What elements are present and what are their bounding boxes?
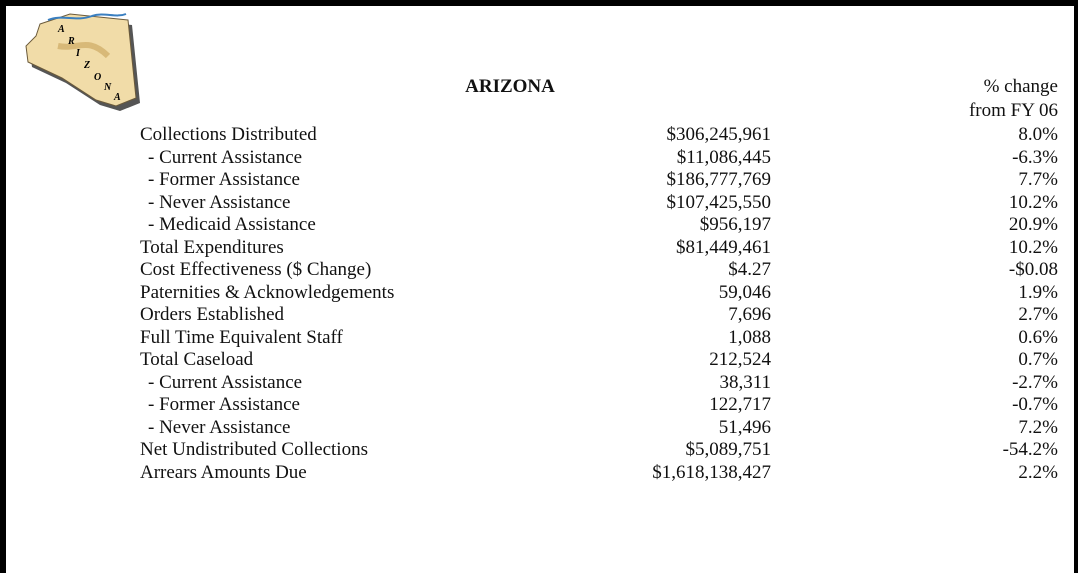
change-header: from FY 06 — [968, 100, 1058, 121]
row-change: 10.2% — [1008, 236, 1058, 258]
row-change: -$0.08 — [1008, 259, 1058, 280]
row-value: $107,425,550 — [666, 191, 772, 213]
row-value: $5,089,751 — [685, 439, 772, 460]
row-change: 0.6% — [1018, 326, 1058, 348]
row-label: Full Time Equivalent Staff — [140, 326, 343, 348]
row-label: - Former Assistance — [148, 169, 300, 190]
row-label: Paternities & Acknowledgements — [140, 281, 395, 303]
row-value: $306,245,961 — [666, 124, 772, 145]
row-change: 7.7% — [1018, 169, 1058, 190]
arizona-map: ARIZONA — [25, 13, 140, 111]
map-letter: A — [113, 92, 121, 103]
row-change: -6.3% — [1012, 146, 1058, 168]
row-change: 2.7% — [1018, 304, 1058, 325]
map-shape — [25, 13, 137, 107]
row-change: 10.2% — [1008, 191, 1058, 213]
row-label: Collections Distributed — [140, 124, 317, 145]
row-value: 51,496 — [718, 416, 771, 438]
map-letter: O — [94, 72, 101, 83]
row-label: - Current Assistance — [148, 146, 303, 168]
row-change: 8.0% — [1018, 124, 1058, 145]
row-label: - Former Assistance — [148, 394, 300, 415]
map-letter: Z — [83, 60, 90, 71]
change-header: % change — [983, 76, 1058, 97]
row-value: 212,524 — [709, 349, 771, 370]
row-label: Total Expenditures — [140, 236, 284, 258]
row-change: -54.2% — [1002, 439, 1058, 460]
row-change: 0.7% — [1018, 349, 1058, 370]
row-change: -2.7% — [1012, 371, 1058, 393]
row-change: 7.2% — [1018, 416, 1058, 438]
row-change: -0.7% — [1012, 394, 1058, 415]
map-letter: I — [75, 48, 81, 59]
map-letter: R — [67, 36, 75, 47]
row-value: $956,197 — [699, 214, 771, 235]
row-value: $4.27 — [728, 259, 771, 280]
row-label: Cost Effectiveness ($ Change) — [140, 259, 372, 280]
row-label: Total Caseload — [140, 349, 254, 370]
map-texture — [57, 41, 111, 59]
row-label: Orders Established — [140, 304, 285, 325]
title: ARIZONA — [465, 76, 555, 97]
row-label: Net Undistributed Collections — [140, 439, 368, 460]
row-value: 122,717 — [709, 394, 771, 415]
row-change: 20.9% — [1008, 214, 1058, 235]
row-change: 1.9% — [1018, 281, 1058, 303]
row-value: 7,696 — [728, 304, 771, 325]
row-label: - Current Assistance — [148, 371, 303, 393]
river — [47, 13, 127, 21]
map-letter: A — [57, 24, 65, 35]
row-value: $81,449,461 — [676, 236, 771, 258]
row-value: 38,311 — [719, 371, 771, 393]
map-letter: N — [103, 82, 112, 93]
row-value: $1,618,138,427 — [652, 461, 771, 483]
row-label: Arrears Amounts Due — [140, 461, 307, 483]
row-value: 1,088 — [728, 326, 771, 348]
row-label: - Never Assistance — [148, 416, 291, 438]
row-label: - Medicaid Assistance — [148, 214, 316, 235]
row-change: 2.2% — [1018, 461, 1058, 483]
row-label: - Never Assistance — [148, 191, 291, 213]
row-value: 59,046 — [718, 281, 771, 303]
row-value: $186,777,769 — [666, 169, 772, 190]
row-value: $11,086,445 — [676, 146, 771, 168]
